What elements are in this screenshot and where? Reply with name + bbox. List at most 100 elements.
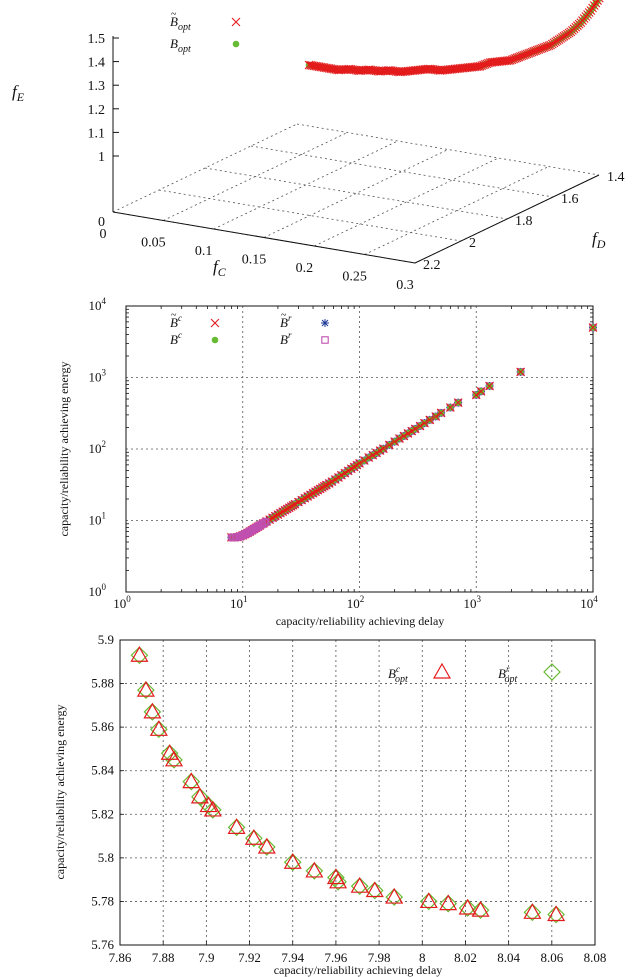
legend-label: ~Bc [170,310,182,330]
point-diamond [458,899,477,917]
point-x [390,437,400,446]
point-x [589,1,599,10]
point-x [594,0,604,3]
point-x [324,479,334,488]
axes-3d [112,36,600,264]
point-x [588,3,597,13]
x-tick-label: 7.98 [368,950,391,965]
tick-labels: 100 101 102 103 104 100 101 102 103 104 [89,296,599,611]
y-tick-label: 5.78 [91,893,114,908]
point-triangle [190,787,209,804]
point-x [431,412,441,421]
grid-line-y [204,167,508,220]
y-tick-label: 1.6 [561,192,579,207]
tick-labels: 0 0.05 0.1 0.15 0.2 0.25 0.3 2.2 2 1.8 1.6 1.4 1 1.1 1… [88,32,625,290]
point-x [474,62,483,71]
x-axis-label: capacity/reliability achieving delay [274,963,443,977]
point-diamond [365,881,384,900]
legend-label: ~Br [280,310,292,330]
point-triangle [458,898,477,915]
point-diamond [385,888,404,906]
y-tick-label: 1.4 [607,170,625,185]
point-x [268,513,277,523]
x-tick-label: 102 [347,594,365,611]
point-triangle [365,881,384,898]
point-triangle [136,680,155,697]
grid [126,306,593,592]
point-x [282,504,292,514]
x-axis-label: fC [213,257,227,279]
point-x [278,507,288,517]
legend-label: Br opt [498,664,517,685]
point-x [355,458,364,468]
point-x [485,381,494,391]
point-triangle [227,818,246,834]
point-triangle [199,796,218,813]
point-triangle [143,702,162,719]
point-triangle [203,800,222,817]
point-triangle [471,900,490,917]
point-x [588,323,598,332]
point-diamond [439,894,458,913]
point-x [384,440,394,450]
point-x [311,487,320,497]
z-tick-label: 1.1 [88,126,106,141]
x-tick-label: 0.05 [141,236,166,251]
point-diamond [419,892,438,911]
point-x [359,456,369,465]
point-x [315,484,325,494]
point-x [284,503,294,513]
plot-frame [119,639,596,946]
x-axis-label: capacity/reliability achieving delay [276,614,445,628]
point-diamond [165,750,183,769]
point-diamond [227,818,246,837]
y-tick-label: 104 [89,296,107,313]
legend-label: Bc [170,330,182,347]
x-tick-label: 7.9 [198,950,214,965]
point-diamond [130,646,149,665]
point-x [364,453,374,462]
x-tick-label: 104 [580,594,598,611]
y-tick-label: 5.76 [91,937,114,952]
legend-marker [232,40,240,48]
point-triangle [257,837,276,854]
point-x [395,434,404,443]
point-triangle [439,894,458,911]
y-tick-label: 100 [89,582,107,599]
point-x [591,0,601,8]
point-diamond [327,868,345,887]
y-tick-label: 102 [89,439,107,456]
point-x [273,510,283,519]
point-x [399,431,409,441]
point-triangle [283,853,302,869]
grid-line-x [263,149,449,238]
legend-marker [321,319,329,327]
plot-frame [125,305,594,593]
point-square [262,518,270,526]
point-x [403,429,413,438]
x-tick-label: 8.02 [454,950,477,965]
z-tick-label: 1.5 [88,32,106,47]
y-tick-label: 103 [89,368,107,385]
point-x [280,505,290,515]
legend-marker [432,662,452,679]
x-tick-label: 8.06 [540,950,563,965]
point-triangle [305,861,324,878]
point-x [270,511,280,521]
point-diamond [523,903,542,922]
x-tick-label: 103 [464,594,482,611]
y-axis-label: capacity/reliability achieving energy [57,361,71,536]
point-x [420,418,429,428]
x-tick-label: 8.04 [497,950,520,965]
legend-label: Br [280,330,292,347]
point-x [436,408,446,418]
chart-zoom-pareto: 7.86 7.88 7.9 7.92 7.94 7.96 7.98 8 8.02 8.04 8.06… [53,632,606,977]
point-diamond [137,681,155,699]
grid-line-y [158,189,462,242]
x-tick-label: 8 [419,950,426,965]
y-tick-label: 5.86 [91,719,114,734]
point-x [453,398,463,408]
origin-tick-label: 0 [98,215,105,230]
point-diamond [329,872,347,891]
